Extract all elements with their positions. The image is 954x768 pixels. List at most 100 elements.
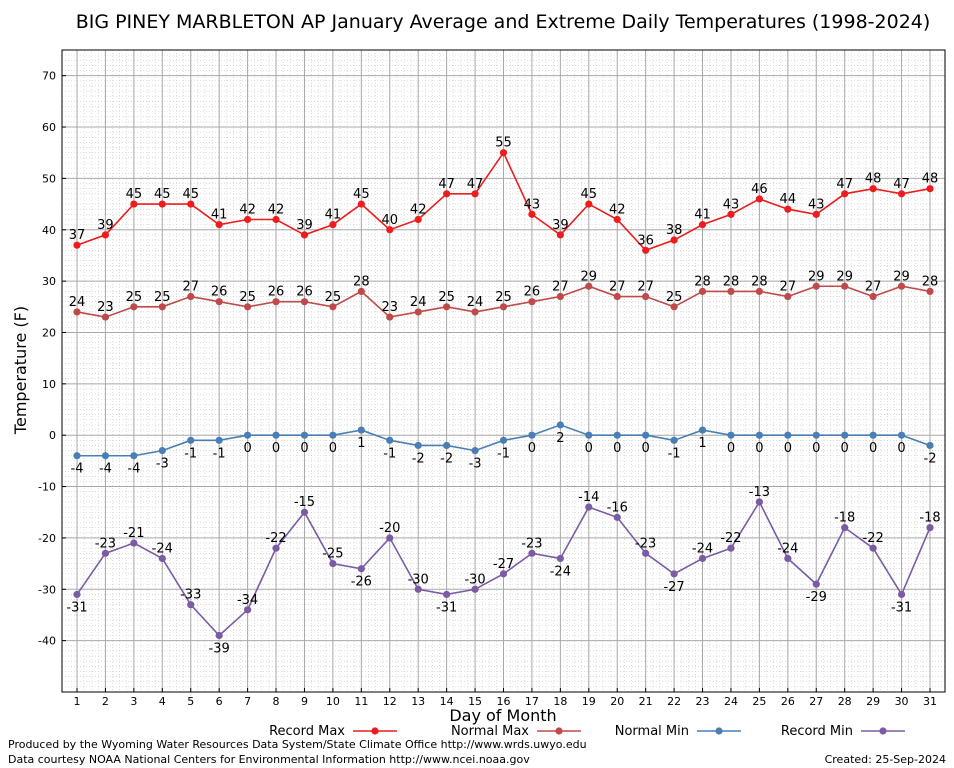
data-point xyxy=(897,190,906,198)
data-point xyxy=(698,554,707,563)
data-point xyxy=(130,200,138,208)
data-point xyxy=(357,287,365,295)
x-tick-label: 10 xyxy=(326,695,340,708)
data-point xyxy=(300,298,309,306)
data-point xyxy=(499,303,508,311)
data-point xyxy=(642,246,650,254)
legend-swatch-marker xyxy=(879,727,887,735)
data-label: -1 xyxy=(383,446,396,461)
data-point xyxy=(897,282,906,290)
data-label: 25 xyxy=(666,290,683,305)
data-label: 27 xyxy=(865,280,882,295)
data-point xyxy=(670,236,678,244)
data-point xyxy=(187,292,195,301)
data-label: -3 xyxy=(156,457,169,472)
data-point xyxy=(670,303,678,311)
y-axis-label: Temperature (F) xyxy=(11,306,30,435)
data-label: -1 xyxy=(668,446,681,461)
x-tick-label: 7 xyxy=(244,695,251,708)
data-point xyxy=(443,303,451,311)
y-tick-label: 10 xyxy=(42,378,56,391)
y-tick-label: -30 xyxy=(38,583,56,596)
data-label: 0 xyxy=(528,441,536,456)
footer-data-courtesy: Data courtesy NOAA National Centers for … xyxy=(8,753,530,766)
data-point xyxy=(528,549,536,557)
data-point xyxy=(841,431,849,439)
data-label: 29 xyxy=(836,269,853,284)
y-tick-label: 70 xyxy=(42,70,56,83)
data-label: -29 xyxy=(806,590,827,605)
data-point xyxy=(755,431,764,439)
data-point xyxy=(158,447,166,455)
data-label: 28 xyxy=(723,274,740,289)
data-point xyxy=(841,282,849,290)
data-label: -27 xyxy=(493,557,514,572)
data-label: 42 xyxy=(609,202,626,217)
data-point xyxy=(556,554,564,563)
data-label: 28 xyxy=(922,274,939,289)
data-point xyxy=(443,190,451,198)
data-label: 47 xyxy=(438,177,455,192)
data-label: -30 xyxy=(408,572,429,587)
data-label: 45 xyxy=(581,187,598,202)
x-tick-label: 6 xyxy=(216,695,223,708)
x-tick-label: 16 xyxy=(497,695,511,708)
x-tick-label: 4 xyxy=(159,695,166,708)
legend-label: Record Min xyxy=(781,724,853,739)
data-point xyxy=(300,231,309,239)
series-record-min: -31-23-21-24-33-39-34-22-15-25-26-20-30-… xyxy=(66,485,940,657)
data-label: -22 xyxy=(720,531,741,546)
data-label: -1 xyxy=(497,446,510,461)
data-label: -20 xyxy=(379,521,400,536)
data-point xyxy=(471,190,479,198)
x-tick-label: 15 xyxy=(468,695,482,708)
series-layer: 37 39 45 45 45 41 42 42 39 41 45 40 42 47 47 55 43 39 45 42… xyxy=(66,136,940,657)
data-label: -31 xyxy=(436,600,457,615)
data-point xyxy=(101,231,110,239)
data-label: 43 xyxy=(723,197,740,212)
data-label: -33 xyxy=(180,588,201,603)
data-point xyxy=(300,431,309,439)
footer-producer: Produced by the Wyoming Water Resources … xyxy=(8,738,587,751)
data-label: 24 xyxy=(410,295,427,310)
x-axis-label: Day of Month xyxy=(449,706,556,725)
legend-swatch-marker xyxy=(555,727,563,735)
data-label: 40 xyxy=(381,213,398,228)
data-label: 43 xyxy=(808,197,825,212)
data-point xyxy=(414,585,422,593)
data-label: -23 xyxy=(635,536,656,551)
data-label: 23 xyxy=(381,300,398,315)
data-label: -31 xyxy=(66,600,87,615)
data-label: 28 xyxy=(751,274,768,289)
data-label: -4 xyxy=(71,462,84,477)
data-label: -39 xyxy=(209,642,230,657)
legend-label: Normal Min xyxy=(615,724,689,739)
data-point xyxy=(158,554,166,563)
data-point xyxy=(386,313,394,321)
y-tick-label: 50 xyxy=(42,172,56,185)
data-point xyxy=(386,436,394,444)
data-label: 43 xyxy=(524,197,541,212)
data-label: -2 xyxy=(412,451,425,466)
data-label: 42 xyxy=(268,202,285,217)
x-tick-label: 14 xyxy=(440,695,454,708)
data-point xyxy=(784,431,792,439)
data-point xyxy=(130,303,138,311)
x-tick-label: 23 xyxy=(696,695,710,708)
series-normal-min: -4 -4 -4 -3 -1 -1 0 0 0 0 1 -1 -2 -2 -3 -1 0 2 0 0 0 -1 1 0 0 0 0 0… xyxy=(71,421,936,477)
data-point xyxy=(101,313,110,321)
data-label: 45 xyxy=(182,187,199,202)
x-tick-label: 25 xyxy=(752,695,766,708)
data-label: 45 xyxy=(126,187,143,202)
data-point xyxy=(414,308,422,316)
data-label: 0 xyxy=(812,441,820,456)
x-tick-label: 12 xyxy=(383,695,397,708)
legend-item-record-min: Record Min xyxy=(781,724,905,739)
data-point xyxy=(755,498,764,506)
data-label: 37 xyxy=(69,228,86,243)
x-tick-label: 1 xyxy=(74,695,81,708)
data-label: 0 xyxy=(329,441,337,456)
y-axis-ticks: -40 -30 -20 -10 0 10 20 30 40 50 60 70 xyxy=(38,70,66,648)
data-label: -18 xyxy=(919,511,940,526)
data-point xyxy=(471,308,479,316)
